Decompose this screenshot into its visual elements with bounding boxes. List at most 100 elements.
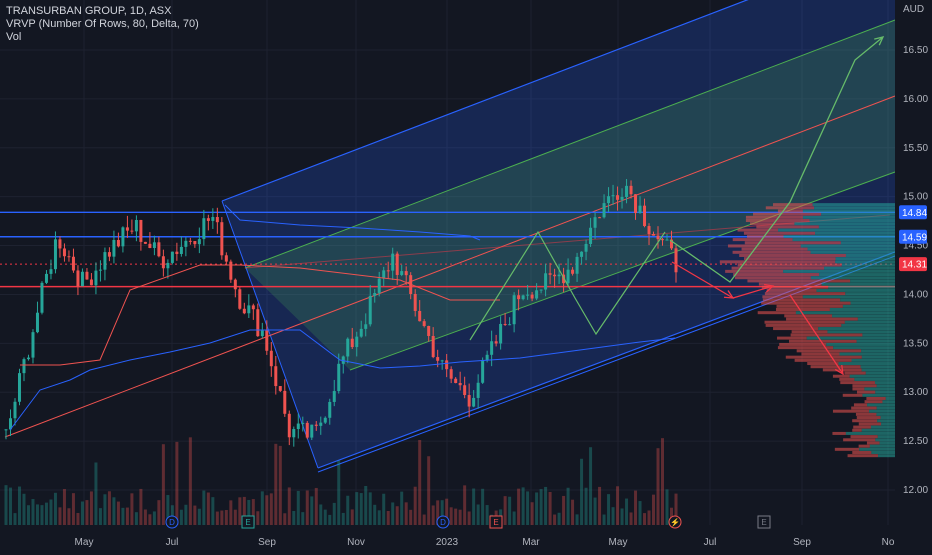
vp-bar-red bbox=[727, 244, 801, 248]
volume-bar bbox=[22, 493, 26, 525]
vp-bar-green bbox=[816, 288, 895, 292]
candle-body bbox=[139, 219, 143, 242]
volume-bar bbox=[395, 506, 399, 525]
volume-bar bbox=[8, 487, 12, 525]
volume-bar bbox=[157, 500, 161, 525]
candle-body bbox=[247, 305, 251, 314]
candle-body bbox=[44, 273, 48, 283]
arrow-red-2-head bbox=[764, 283, 775, 293]
candle-body bbox=[292, 429, 296, 438]
candle-body bbox=[301, 422, 305, 424]
candle-body bbox=[382, 270, 386, 279]
indicator-label[interactable]: VRVP (Number Of Rows, 80, Delta, 70) bbox=[6, 18, 199, 30]
volume-bar bbox=[652, 494, 656, 525]
volume-bar bbox=[121, 507, 125, 525]
volume-bar bbox=[643, 513, 647, 525]
vp-bar-red bbox=[857, 390, 876, 394]
event-marker[interactable]: D bbox=[436, 515, 450, 529]
vp-bar-red bbox=[801, 352, 840, 356]
candle-body bbox=[152, 242, 156, 249]
volume-bar bbox=[413, 486, 417, 525]
vp-bar-red bbox=[851, 406, 877, 410]
vp-bar-red bbox=[766, 288, 817, 292]
volume-bar bbox=[251, 499, 255, 525]
volume-bar bbox=[310, 496, 314, 525]
vwap-line-blue-2 bbox=[224, 204, 481, 241]
candle-body bbox=[274, 366, 278, 387]
volume-bar bbox=[517, 488, 521, 525]
volume-bar bbox=[211, 497, 215, 525]
vp-bar-green bbox=[878, 454, 895, 458]
split-label: ⚡ bbox=[670, 517, 680, 527]
volume-bar bbox=[31, 499, 35, 525]
volume-bar bbox=[409, 509, 413, 525]
volume-bar bbox=[508, 496, 512, 525]
currency-label: AUD bbox=[903, 4, 924, 15]
candle-body bbox=[494, 341, 498, 344]
candle-body bbox=[242, 308, 246, 314]
candle-body bbox=[499, 323, 503, 344]
candle-body bbox=[296, 423, 300, 430]
channel-lower-line-2 bbox=[317, 255, 896, 473]
volume-bar bbox=[94, 462, 98, 525]
arrow-green-up-head bbox=[874, 36, 885, 46]
event-marker[interactable]: E bbox=[489, 515, 503, 529]
volume-bar bbox=[206, 492, 210, 525]
vp-bar-red bbox=[747, 279, 851, 283]
vp-bar-green bbox=[795, 311, 895, 315]
vp-bar-green bbox=[840, 298, 895, 302]
candle-body bbox=[76, 270, 80, 287]
volume-bar bbox=[49, 499, 53, 525]
event-marker[interactable]: E bbox=[757, 515, 771, 529]
candle-body bbox=[35, 312, 39, 333]
vp-bar-green bbox=[885, 396, 895, 400]
volume-bar bbox=[26, 505, 30, 525]
vp-bar-red bbox=[732, 238, 793, 242]
candle-body bbox=[476, 382, 480, 398]
vp-bar-red bbox=[776, 304, 843, 308]
volume-bar bbox=[661, 438, 665, 525]
candle-body bbox=[323, 417, 327, 423]
volume-bar bbox=[670, 507, 674, 525]
volume-bar bbox=[503, 496, 507, 525]
chart-legend: TRANSURBAN GROUP, 1D, ASX VRVP (Number O… bbox=[6, 5, 199, 44]
vp-bar-red bbox=[789, 339, 857, 343]
vp-bar-green bbox=[824, 266, 895, 270]
price-axis: AUD 12.00 12.50 13.00 13.50 14.00 14.50 15.00 15… bbox=[895, 0, 932, 550]
candle-body bbox=[422, 321, 426, 327]
candle-body bbox=[256, 309, 260, 337]
volume-bar bbox=[436, 500, 440, 525]
candle-body bbox=[467, 395, 471, 407]
zigzag-projection bbox=[469, 230, 666, 341]
vp-bar-green bbox=[868, 409, 895, 413]
candle-body bbox=[485, 354, 489, 361]
candle-body bbox=[364, 324, 368, 329]
earnings-icon bbox=[489, 515, 503, 529]
volume-bar bbox=[13, 513, 17, 525]
vp-bar-green bbox=[810, 250, 895, 254]
volume-bar bbox=[598, 486, 602, 525]
vp-bar-red bbox=[784, 314, 833, 318]
vp-bar-red bbox=[731, 266, 825, 270]
event-marker[interactable]: D bbox=[165, 515, 179, 529]
vp-bar-red bbox=[775, 308, 830, 311]
volume-bar bbox=[287, 487, 291, 525]
volume-bar bbox=[76, 512, 80, 525]
vp-bar-green bbox=[874, 381, 895, 385]
volume-bar bbox=[107, 491, 111, 525]
vp-bar-green bbox=[864, 387, 895, 391]
volume-bar bbox=[323, 509, 327, 525]
volume-label[interactable]: Vol bbox=[6, 31, 22, 43]
candle-body bbox=[125, 227, 129, 231]
candle-body bbox=[251, 305, 255, 310]
vp-bar-red bbox=[757, 311, 796, 315]
candle-body bbox=[53, 239, 57, 270]
event-marker[interactable]: E bbox=[241, 515, 255, 529]
volume-bar bbox=[386, 510, 390, 525]
vp-bar-red bbox=[765, 206, 815, 210]
symbol-title[interactable]: TRANSURBAN GROUP, 1D, ASX bbox=[6, 5, 172, 17]
candle-body bbox=[535, 290, 539, 299]
price-tick-label: 15.00 bbox=[903, 192, 928, 203]
